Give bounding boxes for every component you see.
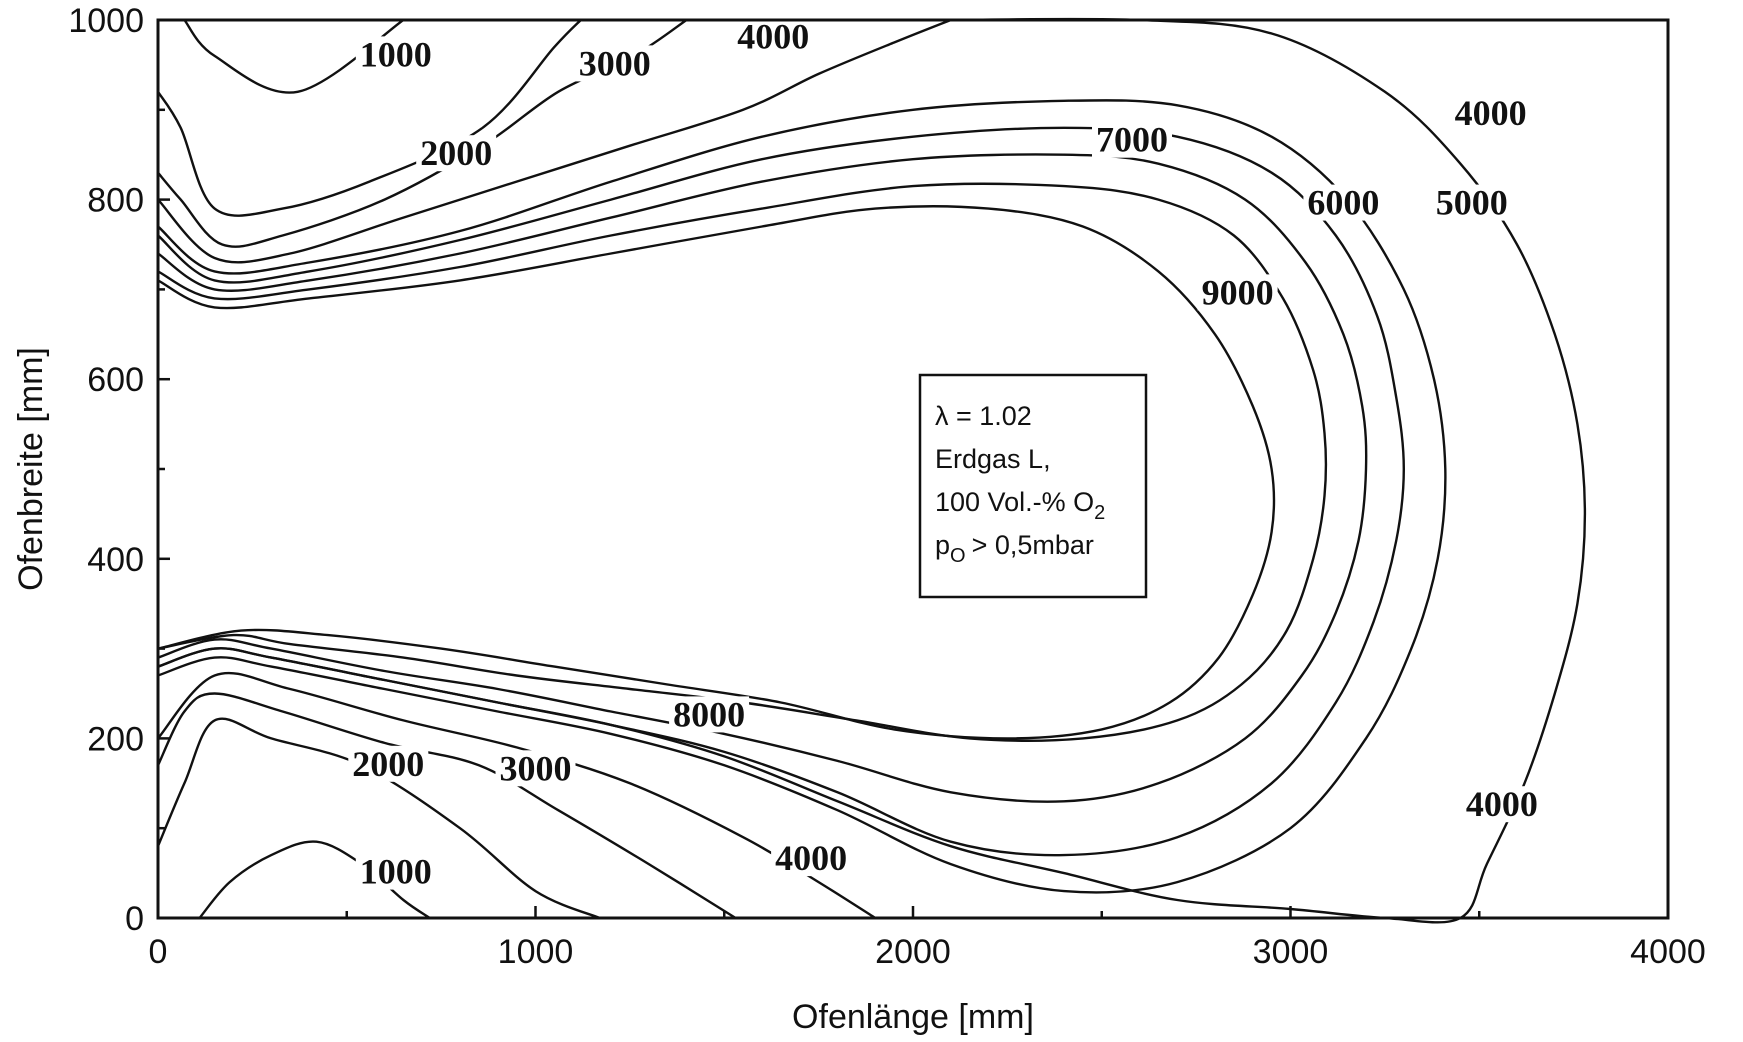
contour-line-8000-12 bbox=[156, 182, 1328, 742]
contour-line-9000-13 bbox=[156, 205, 1276, 740]
legend-oxygen-text: 100 Vol.-% O bbox=[935, 487, 1094, 517]
y-tick-label-200: 200 bbox=[87, 720, 144, 758]
contour-label-bg-11 bbox=[1303, 184, 1384, 221]
y-tick-label-1000: 1000 bbox=[68, 2, 144, 40]
legend-pressure-value: > 0,5mbar bbox=[972, 530, 1094, 560]
legend-box: λ = 1.02 Erdgas L, 100 Vol.-% O2 pO > 0,5… bbox=[918, 373, 1148, 599]
legend-line-oxygen: 100 Vol.-% O2 bbox=[935, 487, 1105, 524]
y-tick-label-800: 800 bbox=[87, 182, 144, 220]
tick-labels-layer: 0 1000 2000 3000 4000 0 200 400 600 800 1000 bbox=[68, 2, 1705, 971]
contour-label-bg-3 bbox=[348, 745, 429, 782]
x-tick-label-4000: 4000 bbox=[1630, 933, 1706, 971]
legend-pressure-symbol: p bbox=[935, 530, 950, 560]
contour-label-2000-3: 2000 bbox=[352, 744, 424, 784]
contour-label-4000-8: 4000 bbox=[1455, 93, 1527, 133]
legend-line-gas: Erdgas L, bbox=[935, 444, 1051, 474]
contour-label-2000-2: 2000 bbox=[420, 133, 492, 173]
contour-label-4000-7: 4000 bbox=[775, 838, 847, 878]
contour-label-4000-6: 4000 bbox=[737, 17, 809, 57]
contour-line-6000-10 bbox=[156, 126, 1405, 857]
legend-pressure-subscript: O bbox=[950, 545, 966, 567]
contour-label-3000-4: 3000 bbox=[579, 43, 651, 83]
contour-label-5000-10: 5000 bbox=[1436, 183, 1508, 223]
contour-line-5000-8 bbox=[156, 17, 1587, 924]
contour-label-bg-10 bbox=[1431, 184, 1512, 221]
contour-label-3000-5: 3000 bbox=[500, 748, 572, 788]
contour-label-bg-13 bbox=[669, 696, 750, 733]
legend-oxygen-subscript: 2 bbox=[1094, 502, 1105, 524]
contour-label-bg-14 bbox=[1197, 274, 1278, 311]
contour-label-4000-9: 4000 bbox=[1466, 784, 1538, 824]
contour-label-6000-11: 6000 bbox=[1307, 183, 1379, 223]
contour-line-4000-6 bbox=[156, 18, 952, 264]
x-tick-label-2000: 2000 bbox=[875, 933, 951, 971]
contour-line-2000-3 bbox=[156, 717, 601, 920]
contour-label-bg-7 bbox=[771, 840, 852, 877]
contour-label-bg-8 bbox=[1450, 94, 1531, 131]
y-axis-title: Ofenbreite [mm] bbox=[12, 347, 50, 591]
contour-label-bg-4 bbox=[574, 45, 655, 82]
contour-label-bg-12 bbox=[1092, 121, 1172, 158]
contour-label-bg-0 bbox=[355, 36, 436, 73]
legend-frame bbox=[918, 373, 1148, 599]
contour-label-bg-9 bbox=[1461, 786, 1542, 823]
x-tick-label-0: 0 bbox=[149, 933, 168, 971]
contour-line-4000-7 bbox=[156, 671, 877, 920]
contour-line-7000-11 bbox=[156, 153, 1368, 803]
y-tick-label-0: 0 bbox=[125, 900, 144, 938]
axis-ticks-layer bbox=[156, 18, 1670, 920]
contours-layer bbox=[156, 17, 1587, 924]
contour-label-9000-14: 9000 bbox=[1202, 272, 1274, 312]
contour-line-2000-2 bbox=[156, 18, 582, 217]
legend-line-pressure: pO > 0,5mbar bbox=[935, 530, 1094, 567]
y-tick-label-400: 400 bbox=[87, 541, 144, 579]
y-tick-label-600: 600 bbox=[87, 361, 144, 399]
contour-line-5000-9 bbox=[156, 99, 1447, 894]
contour-label-8000-13: 8000 bbox=[673, 694, 745, 734]
contour-label-bg-5 bbox=[495, 750, 576, 787]
contour-labels-layer: 1000 1000 2000 2000 3000 3000 4000 4000 4000 4000… bbox=[348, 17, 1542, 892]
contour-label-1000-0: 1000 bbox=[360, 34, 432, 74]
x-axis-title: Ofenlänge [mm] bbox=[792, 998, 1034, 1036]
contour-label-1000-1: 1000 bbox=[360, 852, 432, 892]
contour-label-bg-2 bbox=[416, 135, 497, 172]
contour-label-7000-12: 7000 bbox=[1096, 120, 1168, 160]
contour-line-1000-1 bbox=[198, 840, 431, 920]
contour-label-bg-6 bbox=[733, 18, 814, 55]
x-tick-label-3000: 3000 bbox=[1253, 933, 1329, 971]
contour-label-bg-1 bbox=[355, 853, 436, 890]
x-tick-label-1000: 1000 bbox=[498, 933, 574, 971]
legend-line-lambda: λ = 1.02 bbox=[935, 401, 1032, 431]
